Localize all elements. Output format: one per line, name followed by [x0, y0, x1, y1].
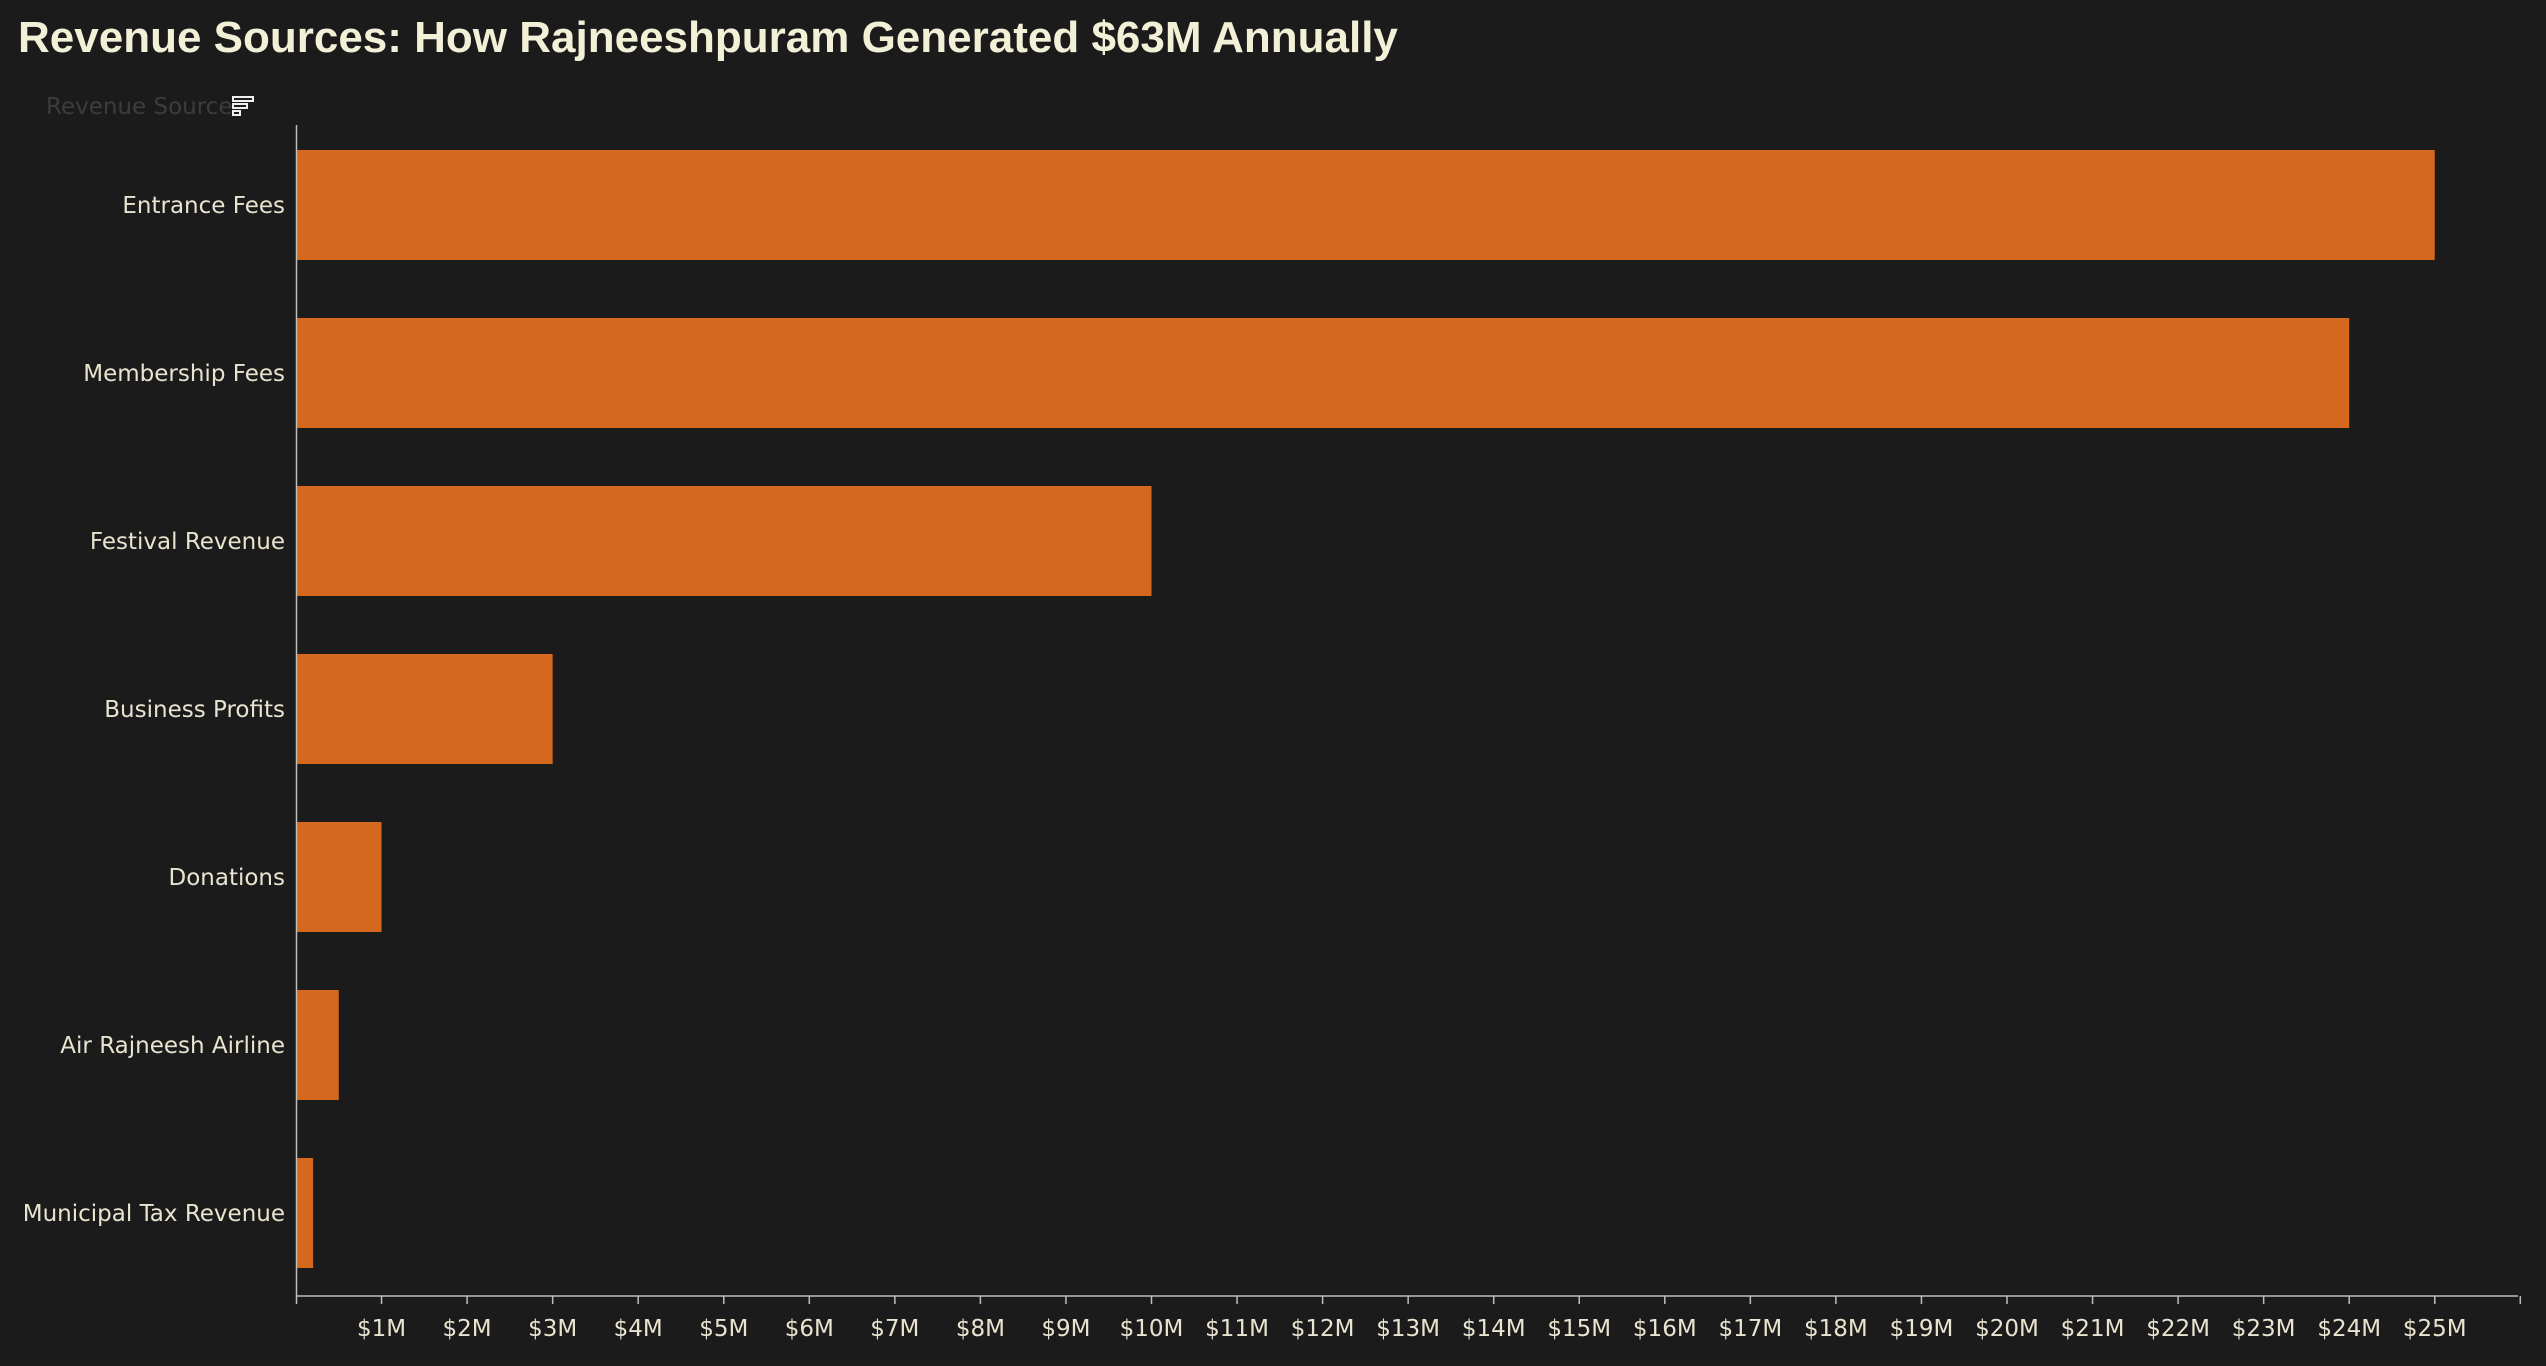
x-tick-label: $19M	[1890, 1316, 1954, 1342]
x-tick-label: $10M	[1120, 1316, 1184, 1342]
x-tick-label: $8M	[956, 1316, 1005, 1342]
x-tick-label: $24M	[2317, 1316, 2381, 1342]
y-field-header[interactable]: Revenue Source	[46, 94, 233, 120]
x-tick-label: $3M	[528, 1316, 577, 1342]
x-tick-label: $6M	[785, 1316, 834, 1342]
category-label: Membership Fees	[83, 361, 285, 387]
bar[interactable]	[296, 822, 382, 932]
category-label: Entrance Fees	[122, 193, 285, 219]
x-tick-label: $5M	[699, 1316, 748, 1342]
x-tick-label: $22M	[2146, 1316, 2210, 1342]
x-tick-label: $4M	[614, 1316, 663, 1342]
bar[interactable]	[296, 1158, 314, 1268]
x-tick-label: $18M	[1804, 1316, 1868, 1342]
sort-descending-icon[interactable]	[231, 94, 257, 120]
category-label: Festival Revenue	[90, 529, 285, 555]
x-tick-label: $21M	[2061, 1316, 2125, 1342]
x-tick-label: $17M	[1718, 1316, 1782, 1342]
category-label: Air Rajneesh Airline	[60, 1033, 285, 1059]
x-tick-label: $2M	[443, 1316, 492, 1342]
x-tick-label: $15M	[1547, 1316, 1611, 1342]
x-tick-label: $14M	[1462, 1316, 1526, 1342]
bar[interactable]	[296, 150, 2435, 260]
category-label: Municipal Tax Revenue	[23, 1201, 285, 1227]
x-tick-label: $9M	[1041, 1316, 1090, 1342]
x-tick-label: $13M	[1376, 1316, 1440, 1342]
bar[interactable]	[296, 318, 2350, 428]
x-tick-label: $23M	[2232, 1316, 2296, 1342]
bar[interactable]	[296, 654, 553, 764]
category-label: Donations	[169, 865, 286, 891]
x-tick-label: $7M	[870, 1316, 919, 1342]
x-tick-label: $11M	[1205, 1316, 1269, 1342]
bar[interactable]	[296, 486, 1152, 596]
chart-title: Revenue Sources: How Rajneeshpuram Gener…	[18, 13, 1398, 62]
x-tick-label: $25M	[2403, 1316, 2467, 1342]
x-tick-label: $1M	[357, 1316, 406, 1342]
category-label: Business Profits	[104, 697, 285, 723]
x-tick-label: $16M	[1633, 1316, 1697, 1342]
bar[interactable]	[296, 990, 339, 1100]
x-tick-label: $12M	[1291, 1316, 1355, 1342]
x-tick-label: $20M	[1975, 1316, 2039, 1342]
